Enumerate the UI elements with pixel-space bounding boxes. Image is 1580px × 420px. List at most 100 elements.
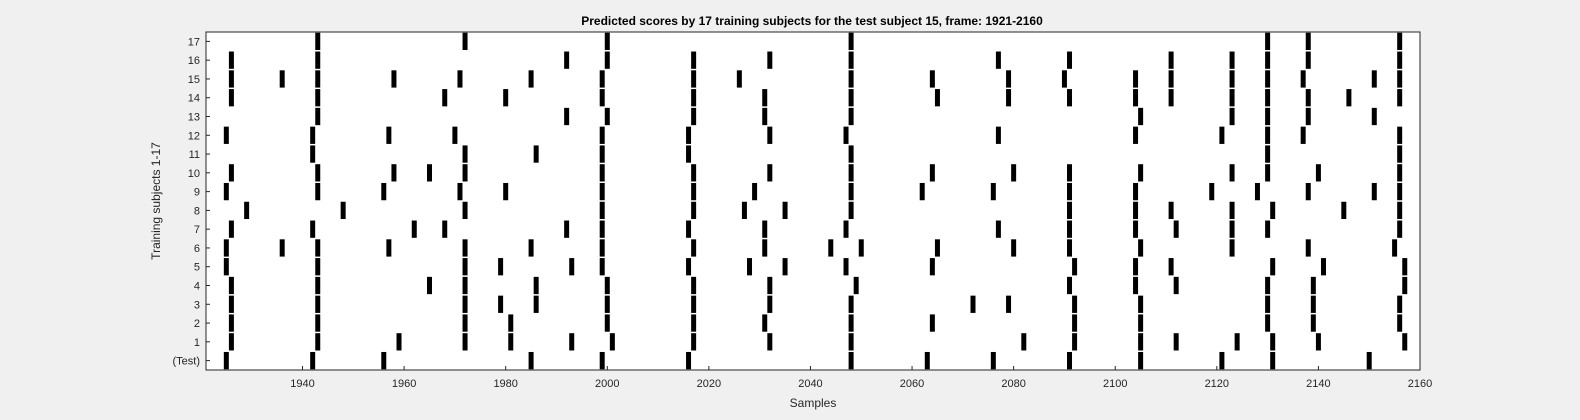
- mark-row-11-5: [848, 145, 854, 163]
- mark-row-7-12: [1173, 220, 1179, 238]
- mark-row-15-17: [1300, 70, 1306, 88]
- mark-row-12-6: [767, 126, 773, 144]
- plot-border: [205, 31, 1421, 371]
- mark-row-5-15: [1320, 258, 1326, 276]
- mark-row-2-13: [1397, 314, 1403, 332]
- mark-row-5-9: [843, 258, 849, 276]
- x-tick-label: 2120: [1205, 378, 1229, 390]
- plot-area: [206, 32, 1420, 370]
- mark-row-5-10: [929, 258, 935, 276]
- mark-row-1-6: [609, 333, 615, 351]
- mark-row-15-10: [929, 70, 935, 88]
- mark-row-8-14: [1397, 201, 1403, 220]
- mark-row-9-7: [752, 182, 758, 201]
- mark-row-1-9: [848, 333, 854, 351]
- mark-row-14-11: [1133, 89, 1139, 107]
- mark-row-10-14: [1265, 164, 1271, 182]
- mark-row-9-9: [919, 182, 925, 201]
- mark-row-1-15: [1270, 333, 1276, 351]
- mark-row-17-3: [848, 32, 854, 51]
- y-tick-label: 13: [188, 112, 200, 124]
- mark-row-6-9: [828, 239, 834, 257]
- mark-row-3-7: [767, 295, 773, 313]
- mark-row-13-2: [604, 107, 610, 126]
- y-tick-label: 8: [194, 205, 200, 217]
- x-tick-label: 2100: [1103, 378, 1127, 390]
- mark-row-5-14: [1270, 258, 1276, 276]
- mark-row-12-5: [686, 126, 692, 144]
- mark-row-5-6: [686, 258, 692, 276]
- y-tick-label: 1: [194, 337, 200, 349]
- mark-row-3-10: [1006, 295, 1012, 313]
- mark-row-5-5: [599, 258, 605, 276]
- mark-row-13-5: [848, 107, 854, 126]
- mark-row-3-9: [970, 295, 976, 313]
- mark-row-5-7: [747, 258, 753, 276]
- mark-row-9-0: [223, 182, 229, 201]
- mark-row-9-8: [848, 182, 854, 201]
- mark-row-12-12: [1300, 126, 1306, 144]
- mark-row-1-2: [396, 333, 402, 351]
- mark-row-17-5: [1305, 32, 1311, 51]
- mark-row-2-10: [1138, 314, 1144, 332]
- mark-row-2-2: [462, 314, 468, 332]
- mark-row-2-6: [762, 314, 768, 332]
- mark-row-12-13: [1397, 126, 1403, 144]
- y-tick-label: 16: [188, 55, 200, 67]
- mark-row-5-13: [1168, 258, 1174, 276]
- mark-row-3-6: [691, 295, 697, 313]
- raster-marks: [223, 32, 1408, 370]
- mark-row-8-12: [1270, 201, 1276, 220]
- mark-row-13-8: [1265, 107, 1271, 126]
- mark-row-16-0: [228, 51, 234, 69]
- mark-row-2-12: [1310, 314, 1316, 332]
- mark-row-6-0: [223, 239, 229, 257]
- mark-row-test-11: [1219, 351, 1225, 370]
- mark-row-1-11: [1072, 333, 1078, 351]
- mark-row-4-4: [533, 276, 539, 295]
- mark-row-11-4: [686, 145, 692, 163]
- mark-row-1-16: [1315, 333, 1321, 351]
- mark-row-3-11: [1072, 295, 1078, 313]
- mark-row-5-3: [498, 258, 504, 276]
- mark-row-1-0: [228, 333, 234, 351]
- mark-row-test-10: [1138, 351, 1144, 370]
- mark-row-15-18: [1371, 70, 1377, 88]
- mark-row-4-3: [462, 276, 468, 295]
- mark-row-8-7: [848, 201, 854, 220]
- mark-row-4-10: [1133, 276, 1139, 295]
- mark-row-10-12: [1138, 164, 1144, 182]
- mark-row-3-3: [498, 295, 504, 313]
- mark-row-15-19: [1397, 70, 1403, 88]
- mark-row-4-12: [1265, 276, 1271, 295]
- mark-row-5-12: [1133, 258, 1139, 276]
- mark-row-4-2: [427, 276, 432, 295]
- mark-row-14-0: [228, 89, 234, 107]
- mark-row-14-8: [934, 89, 940, 107]
- mark-row-6-10: [858, 239, 864, 257]
- x-axis-label: Samples: [790, 396, 837, 410]
- mark-row-6-12: [1011, 239, 1017, 257]
- mark-row-9-17: [1397, 182, 1403, 201]
- mark-row-4-8: [853, 276, 859, 295]
- mark-row-14-1: [315, 89, 321, 107]
- mark-row-7-8: [843, 220, 849, 238]
- mark-row-10-5: [599, 164, 605, 182]
- y-tick-label: 14: [188, 93, 200, 105]
- mark-row-5-1: [315, 258, 321, 276]
- mark-row-7-13: [1229, 220, 1235, 238]
- mark-row-8-0: [244, 201, 250, 220]
- mark-row-7-3: [442, 220, 448, 238]
- mark-row-1-7: [691, 333, 697, 351]
- mark-row-15-12: [1061, 70, 1067, 88]
- mark-row-3-15: [1397, 295, 1403, 313]
- mark-row-10-2: [391, 164, 397, 182]
- mark-row-8-10: [1168, 201, 1174, 220]
- mark-row-12-9: [1133, 126, 1139, 144]
- y-tick-label: 3: [194, 299, 200, 311]
- mark-row-test-5: [686, 351, 692, 370]
- mark-row-4-11: [1173, 276, 1179, 295]
- mark-row-6-6: [599, 239, 605, 257]
- mark-row-3-2: [462, 295, 468, 313]
- x-tick-label: 1960: [392, 378, 416, 390]
